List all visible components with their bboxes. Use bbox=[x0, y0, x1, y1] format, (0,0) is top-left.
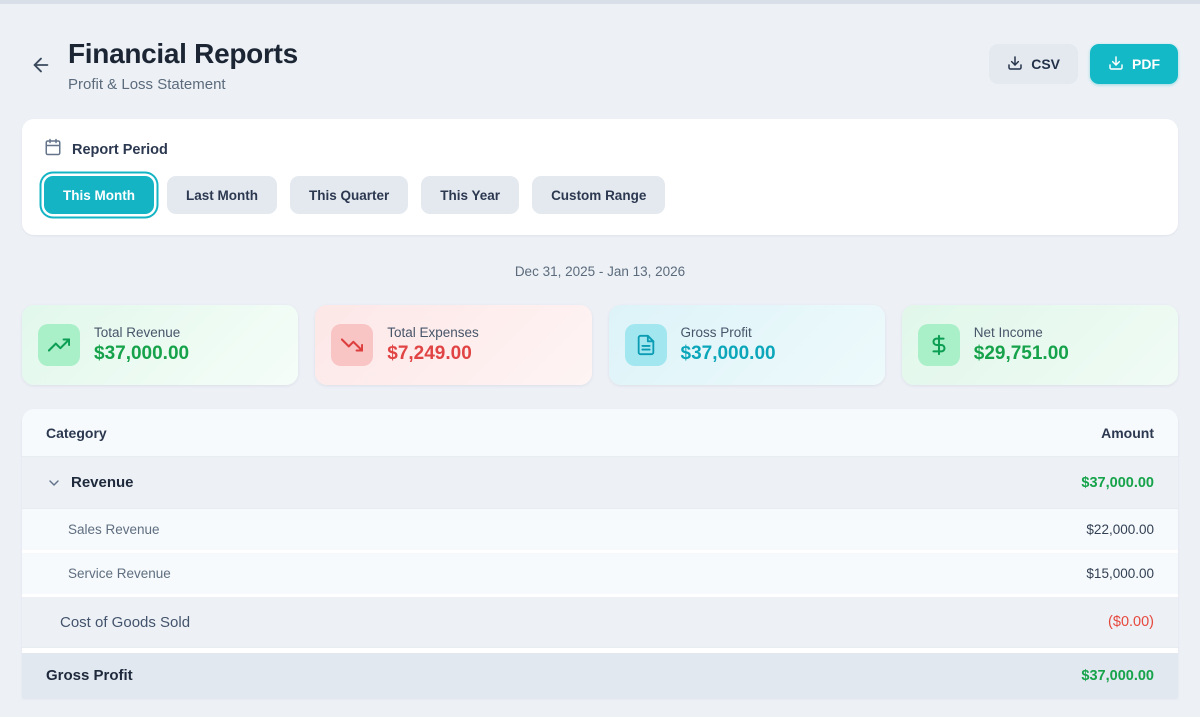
window-top-edge bbox=[0, 0, 1200, 4]
card-value: $29,751.00 bbox=[973, 343, 1069, 364]
trending-up-icon bbox=[38, 324, 80, 366]
row-amount: $22,000.00 bbox=[1086, 522, 1154, 537]
row-category-label: Cost of Goods Sold bbox=[60, 613, 191, 631]
period-button-this-month[interactable]: This Month bbox=[44, 176, 154, 214]
arrow-left-icon bbox=[30, 54, 52, 76]
report-period-card: Report Period This Month Last Month This Q… bbox=[22, 119, 1178, 235]
total-expenses-card: Total Expenses $7,249.00 bbox=[315, 305, 592, 385]
period-button-custom-range[interactable]: Custom Range bbox=[532, 176, 666, 214]
page-header: Financial Reports Profit & Loss Statemen… bbox=[22, 38, 1178, 93]
table-row: Service Revenue $15,000.00 bbox=[22, 553, 1178, 597]
export-csv-button[interactable]: CSV bbox=[989, 44, 1078, 84]
trending-down-icon bbox=[331, 324, 374, 366]
net-income-card: Net Income $29,751.00 bbox=[901, 305, 1178, 385]
download-icon bbox=[1007, 55, 1023, 74]
table-body: Revenue $37,000.00 Sales Revenue $22,000.00… bbox=[22, 457, 1178, 698]
calendar-icon bbox=[44, 138, 62, 161]
row-amount: ($0.00) bbox=[1108, 614, 1154, 630]
row-category-label: Service Revenue bbox=[68, 566, 171, 581]
table-row: Gross Profit $37,000.00 bbox=[22, 648, 1178, 698]
period-button-this-quarter[interactable]: This Quarter bbox=[289, 176, 409, 214]
report-period-label: Report Period bbox=[72, 141, 168, 158]
period-button-last-month[interactable]: Last Month bbox=[166, 176, 277, 214]
card-label: Net Income bbox=[973, 325, 1043, 340]
card-value: $37,000.00 bbox=[94, 343, 190, 364]
table-row: Sales Revenue $22,000.00 bbox=[22, 509, 1178, 553]
gross-profit-card: Gross Profit $37,000.00 bbox=[608, 305, 885, 385]
card-label: Gross Profit bbox=[680, 325, 752, 340]
summary-cards-row: Total Revenue $37,000.00 Total Expenses … bbox=[22, 305, 1178, 385]
row-amount: $15,000.00 bbox=[1086, 566, 1154, 581]
period-options: This Month Last Month This Quarter This Yea… bbox=[44, 176, 1156, 214]
back-button[interactable] bbox=[28, 52, 54, 78]
csv-button-label: CSV bbox=[1031, 56, 1060, 72]
pnl-table: Category Amount Revenue $37,000.00 Sales R… bbox=[22, 409, 1178, 698]
export-pdf-button[interactable]: PDF bbox=[1090, 44, 1178, 84]
row-amount: $37,000.00 bbox=[1081, 667, 1154, 684]
table-header-row: Category Amount bbox=[22, 409, 1178, 457]
card-label: Total Revenue bbox=[94, 325, 181, 340]
row-amount: $37,000.00 bbox=[1081, 474, 1154, 491]
row-category-label: Revenue bbox=[71, 474, 134, 491]
table-row[interactable]: Revenue $37,000.00 bbox=[22, 457, 1178, 509]
table-row: Cost of Goods Sold ($0.00) bbox=[22, 597, 1178, 648]
card-value: $7,249.00 bbox=[387, 343, 472, 364]
total-revenue-card: Total Revenue $37,000.00 bbox=[22, 305, 299, 385]
page-title: Financial Reports bbox=[68, 38, 298, 69]
column-header-amount: Amount bbox=[1101, 424, 1154, 441]
row-category-label: Sales Revenue bbox=[68, 522, 160, 537]
pdf-button-label: PDF bbox=[1132, 56, 1160, 72]
file-text-icon bbox=[624, 324, 667, 366]
column-header-category: Category bbox=[46, 424, 107, 441]
card-value: $37,000.00 bbox=[680, 343, 776, 364]
card-label: Total Expenses bbox=[387, 325, 479, 340]
dollar-icon bbox=[917, 324, 960, 366]
page-subtitle: Profit & Loss Statement bbox=[68, 76, 226, 93]
row-category-label: Gross Profit bbox=[46, 667, 133, 684]
download-icon bbox=[1108, 55, 1124, 74]
financial-reports-page: Financial Reports Profit & Loss Statemen… bbox=[0, 38, 1200, 698]
date-range-text: Dec 31, 2025 - Jan 13, 2026 bbox=[514, 264, 686, 279]
period-button-this-year[interactable]: This Year bbox=[421, 176, 520, 214]
chevron-down-icon bbox=[46, 475, 62, 491]
